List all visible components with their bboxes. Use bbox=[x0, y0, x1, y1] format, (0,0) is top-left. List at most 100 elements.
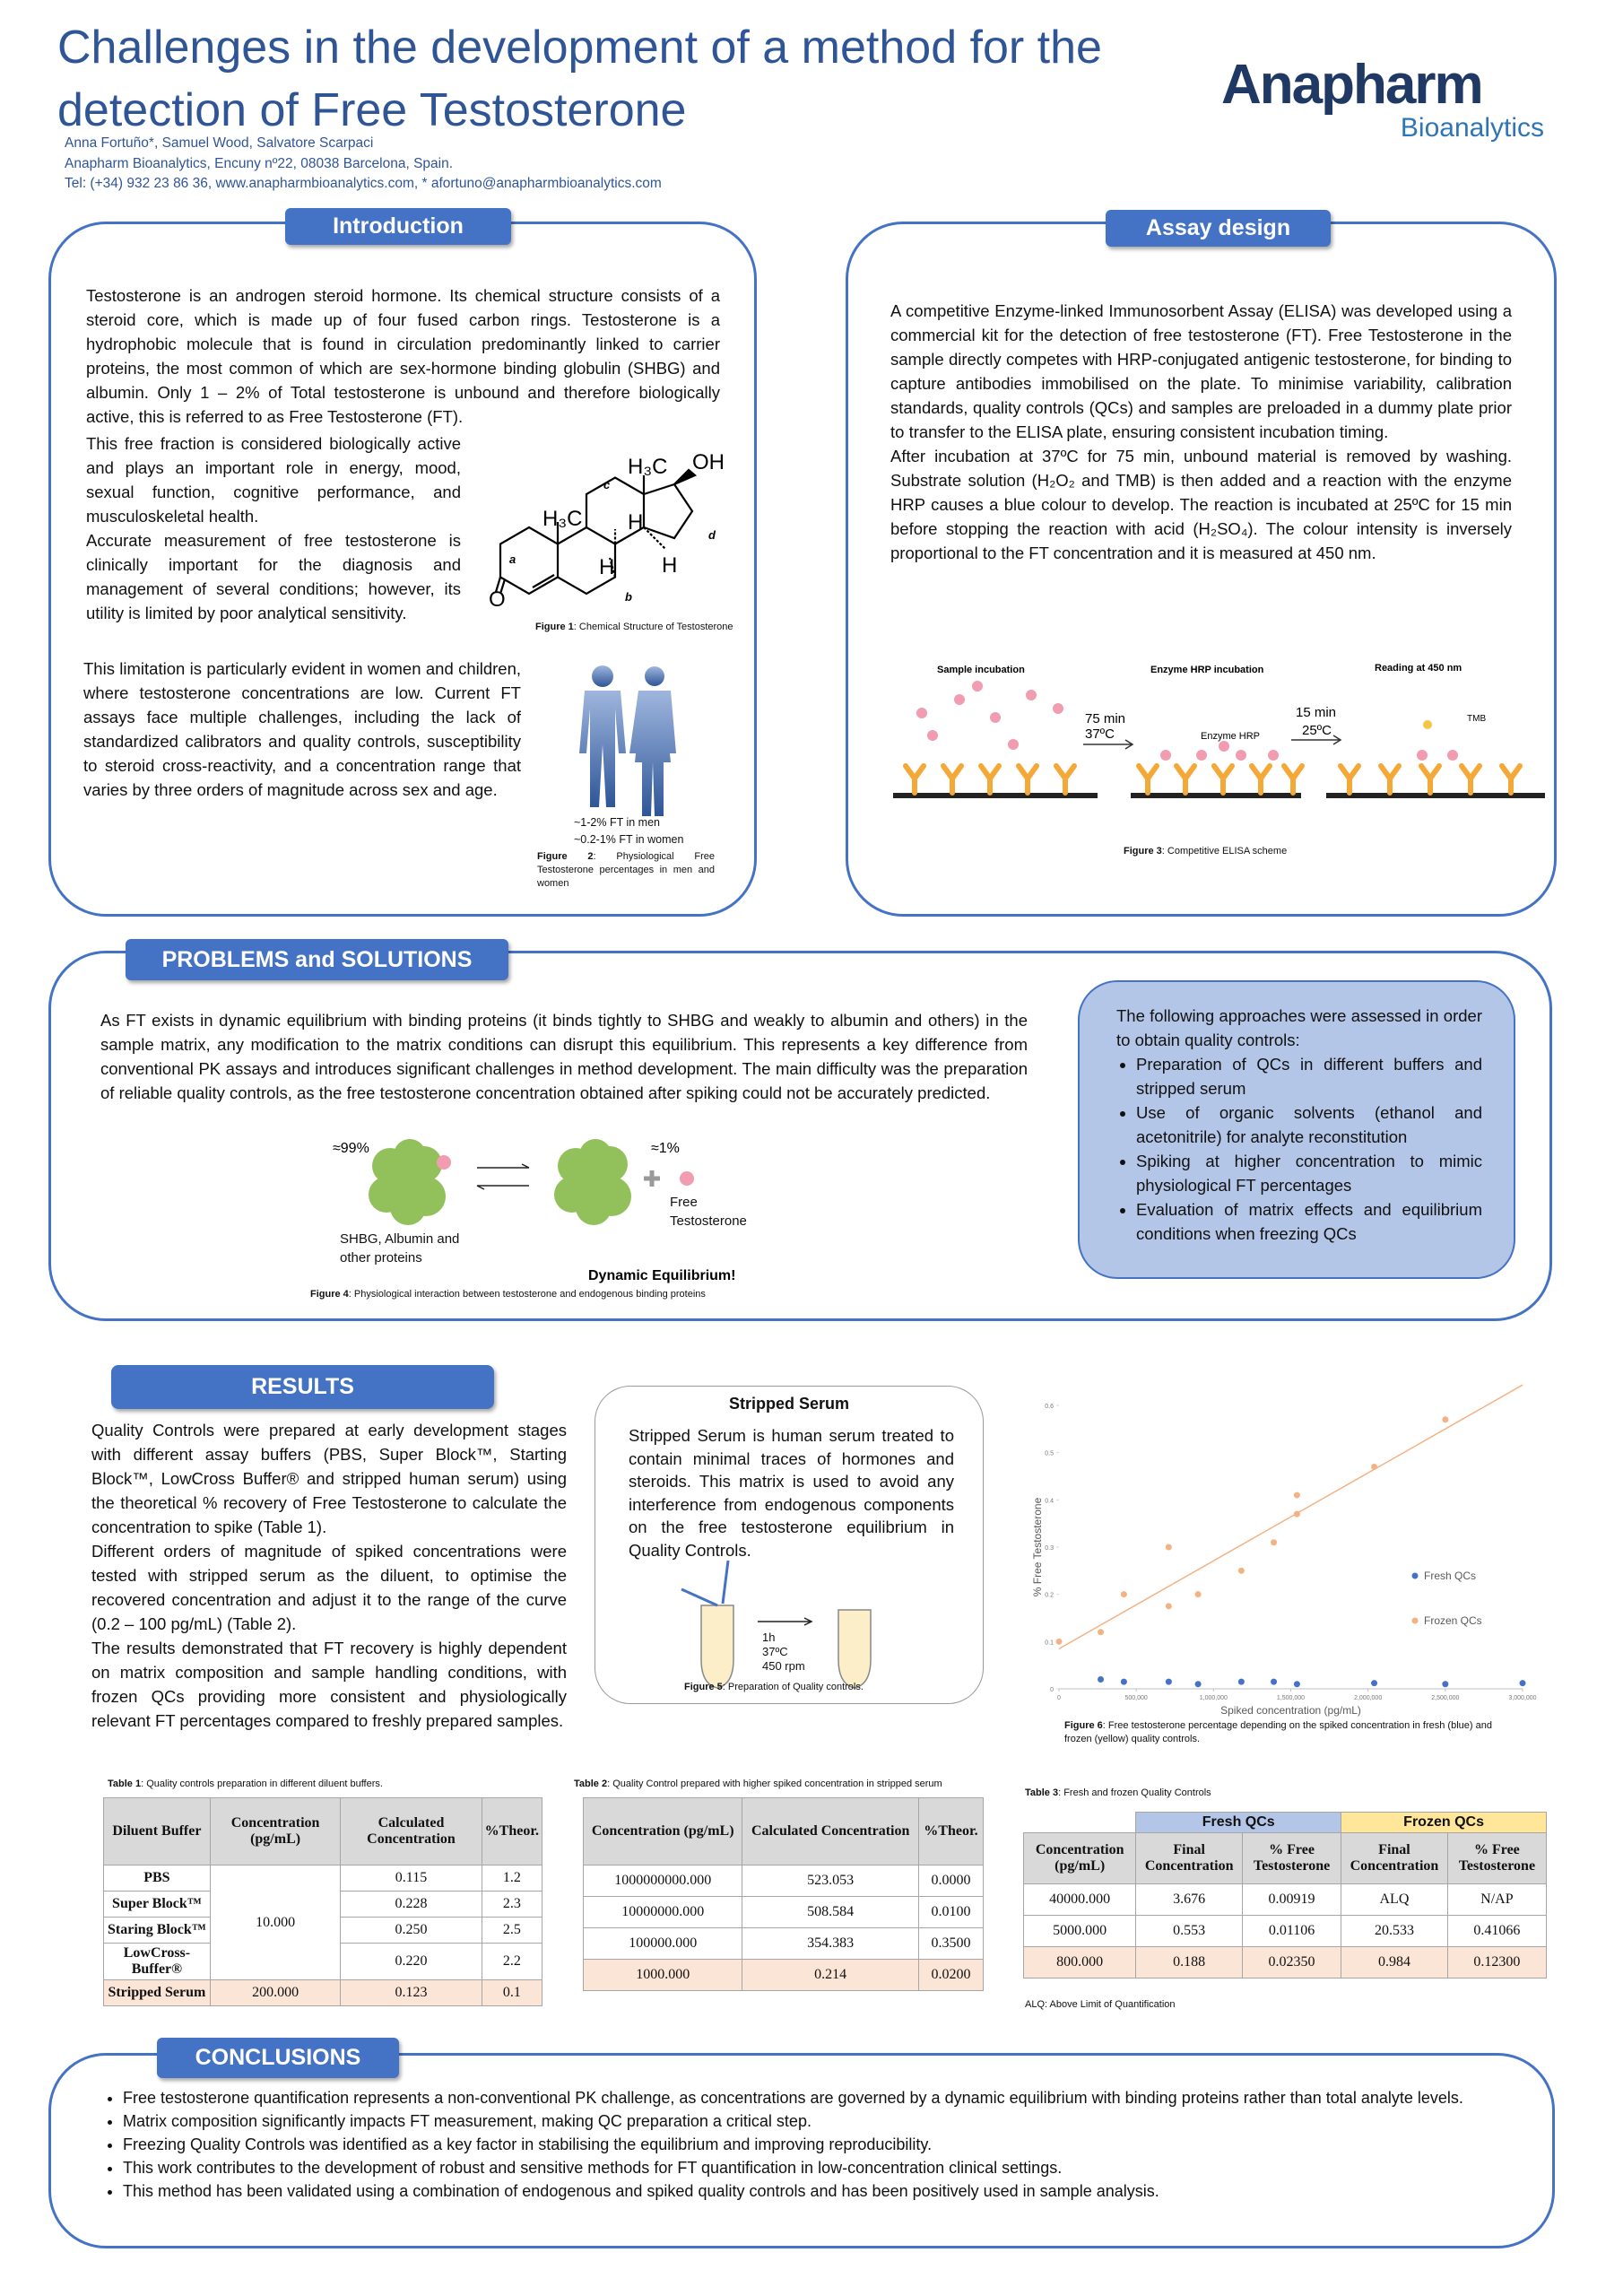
double-bond bbox=[532, 574, 555, 588]
table-cell: 200.000 bbox=[209, 1979, 342, 2006]
data-point bbox=[1519, 1680, 1526, 1687]
body bbox=[579, 691, 626, 807]
molecule bbox=[916, 708, 927, 718]
table-cell: 0.115 bbox=[340, 1865, 482, 1892]
y-tick-label: 0.5 bbox=[1045, 1451, 1054, 1457]
x-tick-label: 2,500,000 bbox=[1431, 1695, 1459, 1701]
paragraph: After incubation at 37ºC for 75 min, unb… bbox=[890, 447, 1512, 562]
caption-label: Figure 3 bbox=[1124, 846, 1162, 857]
table-cell: 354.383 bbox=[742, 1927, 919, 1960]
table-note: ALQ: Above Limit of Quantification bbox=[1025, 1999, 1176, 2010]
approaches-box bbox=[1078, 980, 1515, 1279]
table-cell: 0.01106 bbox=[1241, 1915, 1342, 1947]
table-cell: 508.584 bbox=[742, 1896, 919, 1928]
protein-lobe bbox=[579, 1139, 612, 1171]
legend-marker bbox=[1411, 1572, 1419, 1579]
table-cell: 5000.000 bbox=[1022, 1915, 1137, 1947]
condition: 37ºC bbox=[1085, 726, 1115, 742]
table-cell: 0.41066 bbox=[1446, 1915, 1548, 1947]
molecule bbox=[1219, 741, 1229, 752]
header-cell: Calculated Concentration bbox=[340, 1797, 482, 1866]
logo: Anapharm Bioanalytics bbox=[1221, 56, 1544, 142]
table-cell: 2.3 bbox=[481, 1891, 543, 1918]
figure4-labels: ≈99% ≈1% Dynamic Equilibrium! bbox=[333, 1141, 735, 1283]
x-axis-label: Spiked concentration (pg/mL) bbox=[1220, 1704, 1361, 1717]
data-point bbox=[1237, 1678, 1245, 1685]
paragraph: A competitive Enzyme-linked Immunosorben… bbox=[890, 301, 1512, 441]
note-line: ~1-2% FT in men bbox=[574, 816, 660, 829]
atom-label: H bbox=[599, 555, 614, 579]
table-cell: 20.533 bbox=[1341, 1915, 1448, 1947]
paragraph: Quality Controls were prepared at early … bbox=[91, 1421, 567, 1536]
condition: 25ºC bbox=[1302, 723, 1332, 738]
protein-cluster bbox=[554, 1139, 631, 1225]
caption-text: : Fresh and frozen Quality Controls bbox=[1058, 1787, 1211, 1798]
table-cell: 0.00919 bbox=[1241, 1883, 1342, 1916]
enzyme-label: Enzyme HRP bbox=[1201, 731, 1260, 742]
fraction-label: ≈99% bbox=[333, 1141, 369, 1156]
caption-text: : Physiological Free Testosterone percen… bbox=[537, 851, 715, 889]
table-cell: ALQ bbox=[1341, 1883, 1448, 1916]
conclusion-item: This work contributes to the development… bbox=[123, 2156, 1522, 2179]
header-row: Diluent Buffer Concentration (pg/mL) Calcu… bbox=[103, 1797, 543, 1866]
caption-text: : Quality Control prepared with higher s… bbox=[607, 1779, 942, 1789]
wedge-bond bbox=[673, 468, 698, 486]
paragraph: Accurate measurement of free testosteron… bbox=[86, 531, 461, 622]
protein-lobe bbox=[576, 1189, 612, 1225]
tube bbox=[700, 1605, 734, 1689]
antibody bbox=[1211, 763, 1235, 796]
approaches-intro: The following approaches were assessed i… bbox=[1116, 1006, 1482, 1049]
paragraph: Testosterone is an androgen steroid horm… bbox=[86, 286, 720, 426]
atom-label: H₃C bbox=[542, 507, 582, 531]
table-cell: 10.000 bbox=[209, 1865, 342, 1980]
testosterone bbox=[680, 1171, 694, 1186]
table-cell: 40000.000 bbox=[1022, 1883, 1137, 1916]
table-cell: 0.984 bbox=[1341, 1946, 1448, 1979]
table-cell: 3.676 bbox=[1135, 1883, 1243, 1916]
table-cell: 0.1 bbox=[481, 1979, 543, 2006]
atom-label: OH bbox=[692, 450, 725, 474]
figure-caption: Figure 6: Free testosterone percentage d… bbox=[1064, 1719, 1495, 1746]
caption-label: Figure 2 bbox=[537, 851, 594, 862]
x-tick-label: 1,000,000 bbox=[1200, 1695, 1228, 1701]
header-cell: % Free Testosterone bbox=[1446, 1832, 1548, 1884]
figure-caption: Figure 2: Physiological Free Testosteron… bbox=[537, 850, 715, 891]
conclusion-item: Free testosterone quantification represe… bbox=[123, 2086, 1522, 2109]
molecule bbox=[927, 730, 938, 741]
table-row: 10000000.000 508.584 0.0100 bbox=[582, 1896, 985, 1928]
poster-title: Challenges in the development of a metho… bbox=[57, 16, 1102, 142]
molecule bbox=[990, 712, 1001, 723]
caption-text: : Free testosterone percentage depending… bbox=[1064, 1720, 1492, 1744]
equilibrium-figure: ≈99% ≈1% Dynamic Equilibrium! bbox=[333, 1139, 735, 1283]
antibody bbox=[1378, 763, 1402, 796]
y-tick-label: 0.3 bbox=[1045, 1545, 1054, 1552]
testosterone-structure bbox=[494, 468, 698, 596]
figure-label: Free Testosterone bbox=[670, 1195, 747, 1229]
atom-label: H bbox=[628, 510, 643, 535]
header-row: Concentration (pg/mL) Final Concentration… bbox=[1022, 1832, 1548, 1884]
data-point bbox=[1293, 1681, 1300, 1688]
table-cell: 0.553 bbox=[1135, 1915, 1243, 1947]
atom-label: H bbox=[662, 553, 677, 578]
pipette bbox=[681, 1560, 730, 1607]
table-cell: Staring Block™ bbox=[103, 1917, 211, 1944]
step-title: Enzyme HRP incubation bbox=[1150, 665, 1264, 675]
x-tick-label: 3,000,000 bbox=[1508, 1695, 1536, 1701]
y-tick-label: 0.4 bbox=[1045, 1498, 1054, 1504]
protein-lobe bbox=[390, 1189, 426, 1225]
y-tick-label: 0.2 bbox=[1045, 1593, 1054, 1599]
antibody bbox=[1249, 763, 1272, 796]
data-point bbox=[1271, 1678, 1278, 1685]
molecule bbox=[1196, 750, 1207, 761]
table-cell: 0.3500 bbox=[917, 1927, 985, 1960]
tmb-signal bbox=[1423, 720, 1432, 729]
section-heading: RESULTS bbox=[111, 1365, 494, 1409]
table-row: 40000.000 3.676 0.00919 ALQ N/AP bbox=[1022, 1883, 1548, 1916]
blank-cell bbox=[1023, 1812, 1136, 1833]
table-cell: 1000.000 bbox=[582, 1959, 743, 1991]
x-tick-label: 0 bbox=[1057, 1695, 1061, 1701]
ring-letter: d bbox=[708, 528, 716, 542]
approach-item: Evaluation of matrix effects and equilib… bbox=[1136, 1197, 1482, 1246]
arrow bbox=[1083, 739, 1134, 750]
antibody bbox=[1459, 763, 1482, 796]
